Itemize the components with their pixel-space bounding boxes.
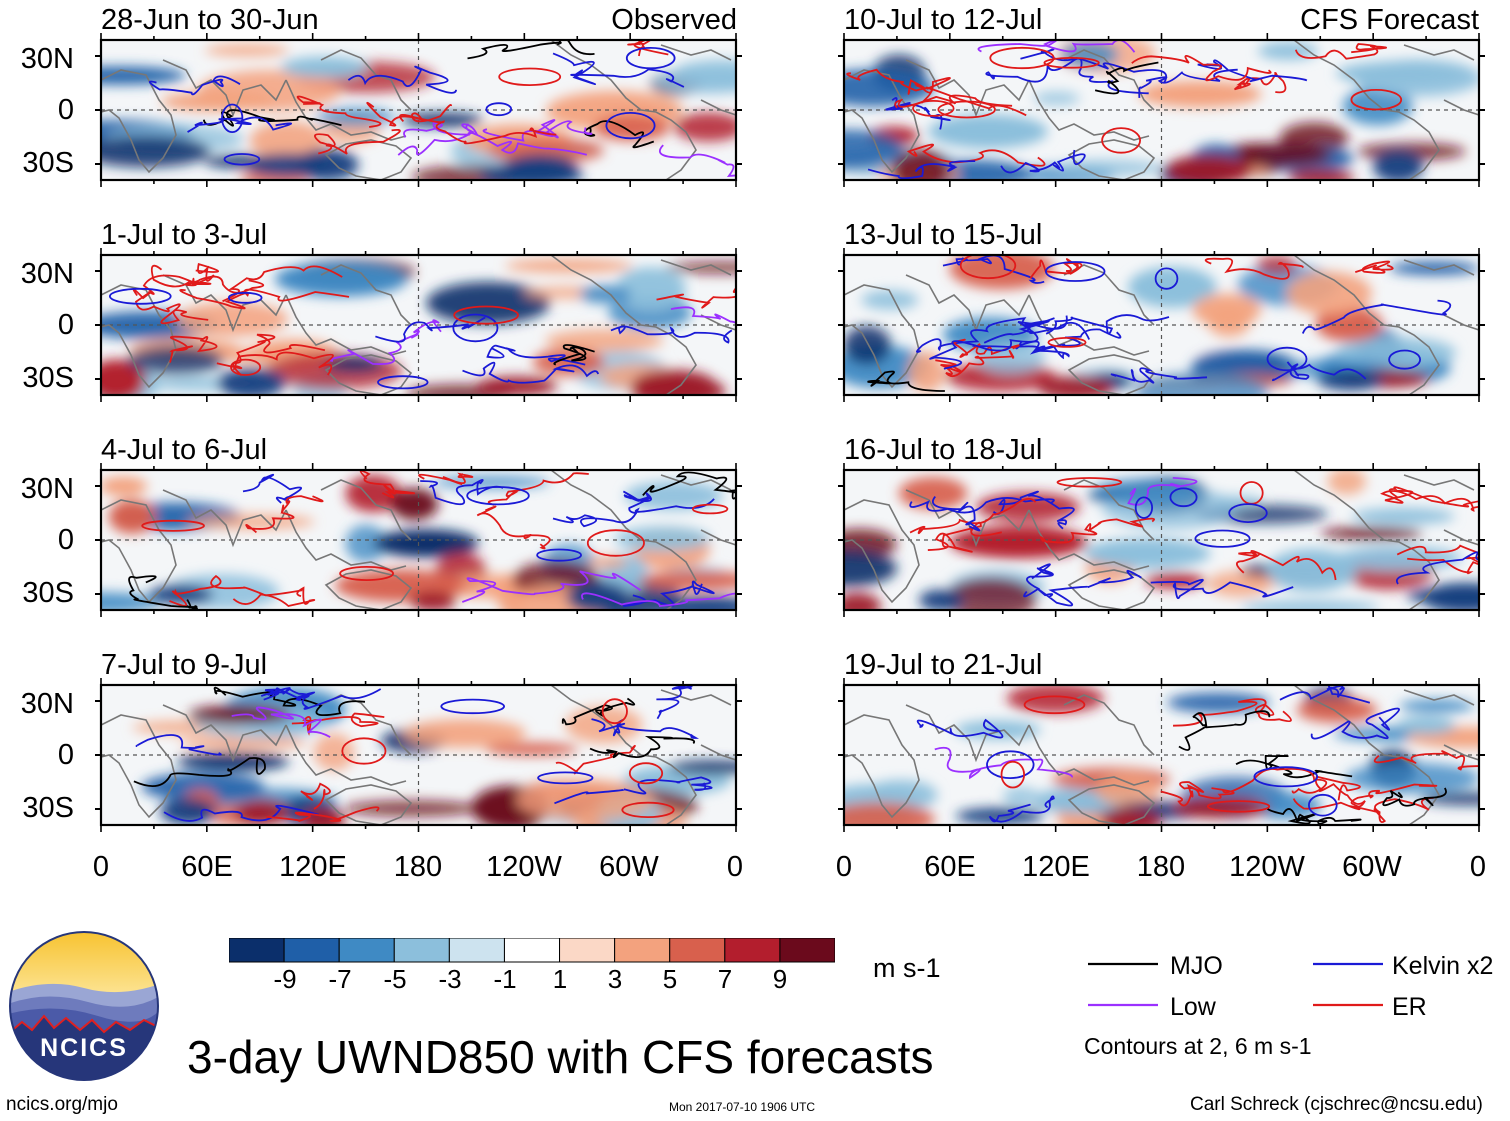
legend-label-mjo: MJO (1170, 952, 1223, 980)
colorbar-label: -9 (273, 964, 297, 994)
colorbar (229, 938, 835, 963)
map-panels (95, 33, 1485, 832)
map-panel (95, 678, 742, 832)
legend-line-kelvin (1313, 962, 1383, 966)
lat-label-30s: 30S (22, 362, 74, 394)
lon-label-180: 180 (393, 851, 443, 883)
panel-title-right-4: 19-Jul to 21-Jul (844, 649, 1043, 681)
colorbar-label: 1 (552, 964, 568, 994)
lon-label-120w: 120W (1229, 851, 1305, 883)
legend-line-mjo (1088, 962, 1158, 966)
lat-label-30s: 30S (22, 792, 74, 824)
colorbar-swatch (283, 938, 340, 963)
colorbar-label: -7 (328, 964, 352, 994)
colorbar-swatch (503, 938, 561, 963)
lon-label-120e: 120E (1022, 851, 1090, 883)
footer-url[interactable]: ncics.org/mjo (6, 1094, 118, 1115)
panel-title-left-4: 7-Jul to 9-Jul (101, 649, 268, 681)
map-panel (838, 248, 1485, 402)
lon-label-0-end: 0 (1469, 851, 1487, 883)
panel-title-right-2: 13-Jul to 15-Jul (844, 219, 1043, 251)
colorbar-swatch (559, 938, 616, 963)
colorbar-swatch (338, 938, 395, 963)
lon-label-60e: 60E (924, 851, 976, 883)
lon-label-60e: 60E (181, 851, 233, 883)
map-panel (838, 463, 1485, 617)
lat-label-eq: 0 (57, 94, 74, 126)
lon-label-0: 0 (835, 851, 853, 883)
footer-timestamp: Mon 2017-07-10 1906 UTC (669, 1100, 816, 1114)
panel-title-left-1: 28-Jun to 30-Jun (101, 4, 319, 36)
colorbar-label: 5 (662, 964, 678, 994)
lon-label-180: 180 (1136, 851, 1186, 883)
lon-label-60w: 60W (1342, 851, 1402, 883)
lat-label-30n: 30N (20, 43, 74, 75)
lon-label-0: 0 (92, 851, 110, 883)
main-title: 3-day UWND850 with CFS forecasts (187, 1031, 934, 1083)
colorbar-label: 7 (717, 964, 733, 994)
colorbar-swatch (614, 938, 671, 963)
lon-label-0-end: 0 (726, 851, 744, 883)
legend-label-low: Low (1170, 993, 1216, 1021)
lat-label-30s: 30S (22, 577, 74, 609)
ncics-logo (9, 931, 159, 1081)
lat-label-eq: 0 (57, 524, 74, 556)
legend-label-er: ER (1392, 993, 1427, 1021)
colorbar-label: 3 (607, 964, 623, 994)
panel-title-right-3: 16-Jul to 18-Jul (844, 434, 1043, 466)
colorbar-swatch (229, 938, 285, 963)
lat-label-30s: 30S (22, 147, 74, 179)
map-panel (838, 678, 1485, 832)
colorbar-label: -1 (493, 964, 517, 994)
lon-label-120w: 120W (486, 851, 562, 883)
colorbar-label: 9 (772, 964, 788, 994)
map-panel (95, 33, 742, 187)
legend-line-er (1313, 1003, 1383, 1007)
legend-label-kelvin: Kelvin x2 (1392, 952, 1494, 980)
contour-note: Contours at 2, 6 m s-1 (1084, 1033, 1312, 1059)
forecast-label: CFS Forecast (1300, 4, 1479, 36)
lat-label-30n: 30N (20, 258, 74, 290)
colorbar-swatch (779, 938, 835, 963)
lat-label-eq: 0 (57, 739, 74, 771)
legend-line-low (1088, 1003, 1158, 1007)
colorbar-label: -5 (383, 964, 407, 994)
lon-label-60w: 60W (599, 851, 659, 883)
panel-title-left-3: 4-Jul to 6-Jul (101, 434, 268, 466)
colorbar-units: m s-1 (873, 953, 941, 983)
colorbar-swatch (393, 938, 450, 963)
map-panel (95, 463, 742, 617)
lat-label-eq: 0 (57, 309, 74, 341)
ncics-logo-text: NCICS (40, 1034, 128, 1062)
observed-label: Observed (611, 4, 737, 36)
lat-label-30n: 30N (20, 473, 74, 505)
panel-title-left-2: 1-Jul to 3-Jul (101, 219, 268, 251)
footer-author: Carl Schreck (cjschrec@ncsu.edu) (1190, 1094, 1483, 1115)
map-panel (95, 248, 742, 402)
colorbar-swatch (669, 938, 726, 963)
lon-label-120e: 120E (279, 851, 347, 883)
lat-label-30n: 30N (20, 688, 74, 720)
colorbar-swatch (448, 938, 505, 963)
colorbar-label: -3 (438, 964, 462, 994)
panel-title-right-1: 10-Jul to 12-Jul (844, 4, 1043, 36)
map-panel (838, 33, 1485, 187)
colorbar-swatch (724, 938, 781, 963)
